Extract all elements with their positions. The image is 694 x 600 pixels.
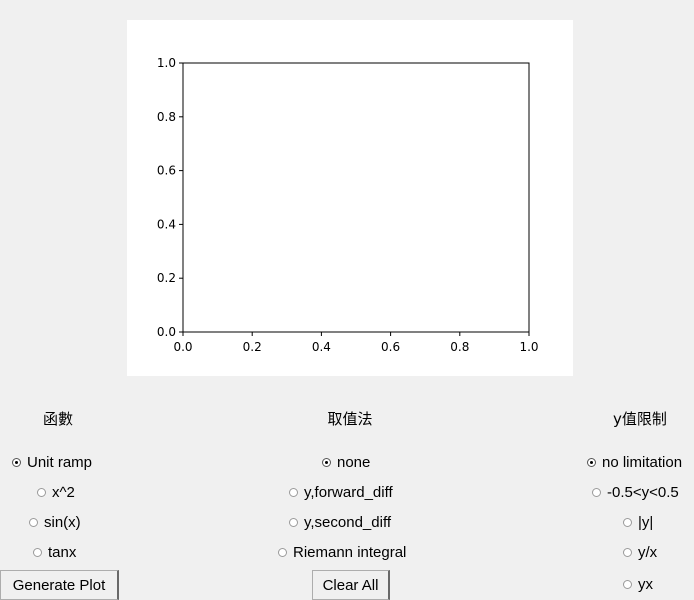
- radio-indicator: [623, 517, 632, 527]
- plot-area: 0.0 0.2 0.4 0.6 0.8 1.0 0.0 0.2 0.4 0.6 0.8 1.0: [157, 56, 539, 354]
- x-tick-label: 0.2: [243, 340, 262, 354]
- radio-indicator: [289, 517, 298, 527]
- radio-range-limit[interactable]: -0.5<y<0.5: [592, 482, 679, 502]
- y-tick-label: 0.0: [157, 325, 176, 339]
- radio-y-over-x[interactable]: y/x: [623, 542, 657, 562]
- radio-riemann-integral[interactable]: Riemann integral: [278, 542, 406, 562]
- limit-group-title: y值限制: [613, 410, 667, 428]
- radio-tan-x[interactable]: tanx: [33, 542, 76, 562]
- radio-unit-ramp[interactable]: Unit ramp: [12, 452, 92, 472]
- y-tick-label: 0.2: [157, 271, 176, 285]
- x-tick-label: 0.4: [312, 340, 331, 354]
- radio-label: none: [337, 453, 371, 471]
- radio-indicator: [322, 457, 331, 467]
- y-tick-label: 0.8: [157, 110, 176, 124]
- radio-indicator: [289, 487, 298, 497]
- clear-all-button[interactable]: Clear All: [312, 570, 390, 600]
- function-group-title: 函數: [42, 410, 73, 428]
- y-tick-label: 1.0: [157, 56, 176, 70]
- radio-label: Unit ramp: [27, 453, 93, 471]
- method-group-title: 取值法: [327, 410, 373, 428]
- radio-forward-diff[interactable]: y,forward_diff: [289, 482, 393, 502]
- radio-label: |y|: [638, 513, 654, 531]
- radio-indicator: [592, 487, 601, 497]
- plot-canvas: 0.0 0.2 0.4 0.6 0.8 1.0 0.0 0.2 0.4 0.6 0.8 1.0: [127, 20, 573, 376]
- radio-label: tanx: [48, 543, 77, 561]
- radio-label: y/x: [638, 543, 658, 561]
- radio-abs-y[interactable]: |y|: [623, 512, 653, 532]
- radio-label: Riemann integral: [293, 543, 407, 561]
- radio-indicator: [623, 579, 632, 589]
- radio-label: x^2: [52, 483, 75, 501]
- x-tick-label: 0.0: [173, 340, 192, 354]
- radio-none[interactable]: none: [322, 452, 370, 472]
- radio-indicator: [12, 457, 21, 467]
- radio-y-times-x[interactable]: yx: [623, 574, 653, 594]
- radio-indicator: [278, 547, 287, 557]
- radio-label: yx: [638, 575, 653, 593]
- radio-label: no limitation: [602, 453, 683, 471]
- y-tick-label: 0.6: [157, 164, 176, 178]
- x-tick-label: 0.8: [450, 340, 469, 354]
- radio-indicator: [33, 547, 42, 557]
- radio-no-limitation[interactable]: no limitation: [587, 452, 682, 472]
- radio-sin-x[interactable]: sin(x): [29, 512, 81, 532]
- axes-frame: [182, 62, 530, 333]
- radio-label: y,second_diff: [304, 513, 392, 531]
- radio-label: y,forward_diff: [304, 483, 393, 501]
- radio-label: sin(x): [44, 513, 81, 531]
- radio-indicator: [37, 487, 46, 497]
- y-tick-label: 0.4: [157, 217, 176, 231]
- generate-plot-button[interactable]: Generate Plot: [0, 570, 119, 600]
- radio-indicator: [587, 457, 596, 467]
- radio-indicator: [623, 547, 632, 557]
- x-tick-label: 0.6: [381, 340, 400, 354]
- x-tick-label: 1.0: [519, 340, 538, 354]
- radio-label: -0.5<y<0.5: [607, 483, 679, 501]
- radio-indicator: [29, 517, 38, 527]
- radio-second-diff[interactable]: y,second_diff: [289, 512, 391, 532]
- radio-x-squared[interactable]: x^2: [37, 482, 75, 502]
